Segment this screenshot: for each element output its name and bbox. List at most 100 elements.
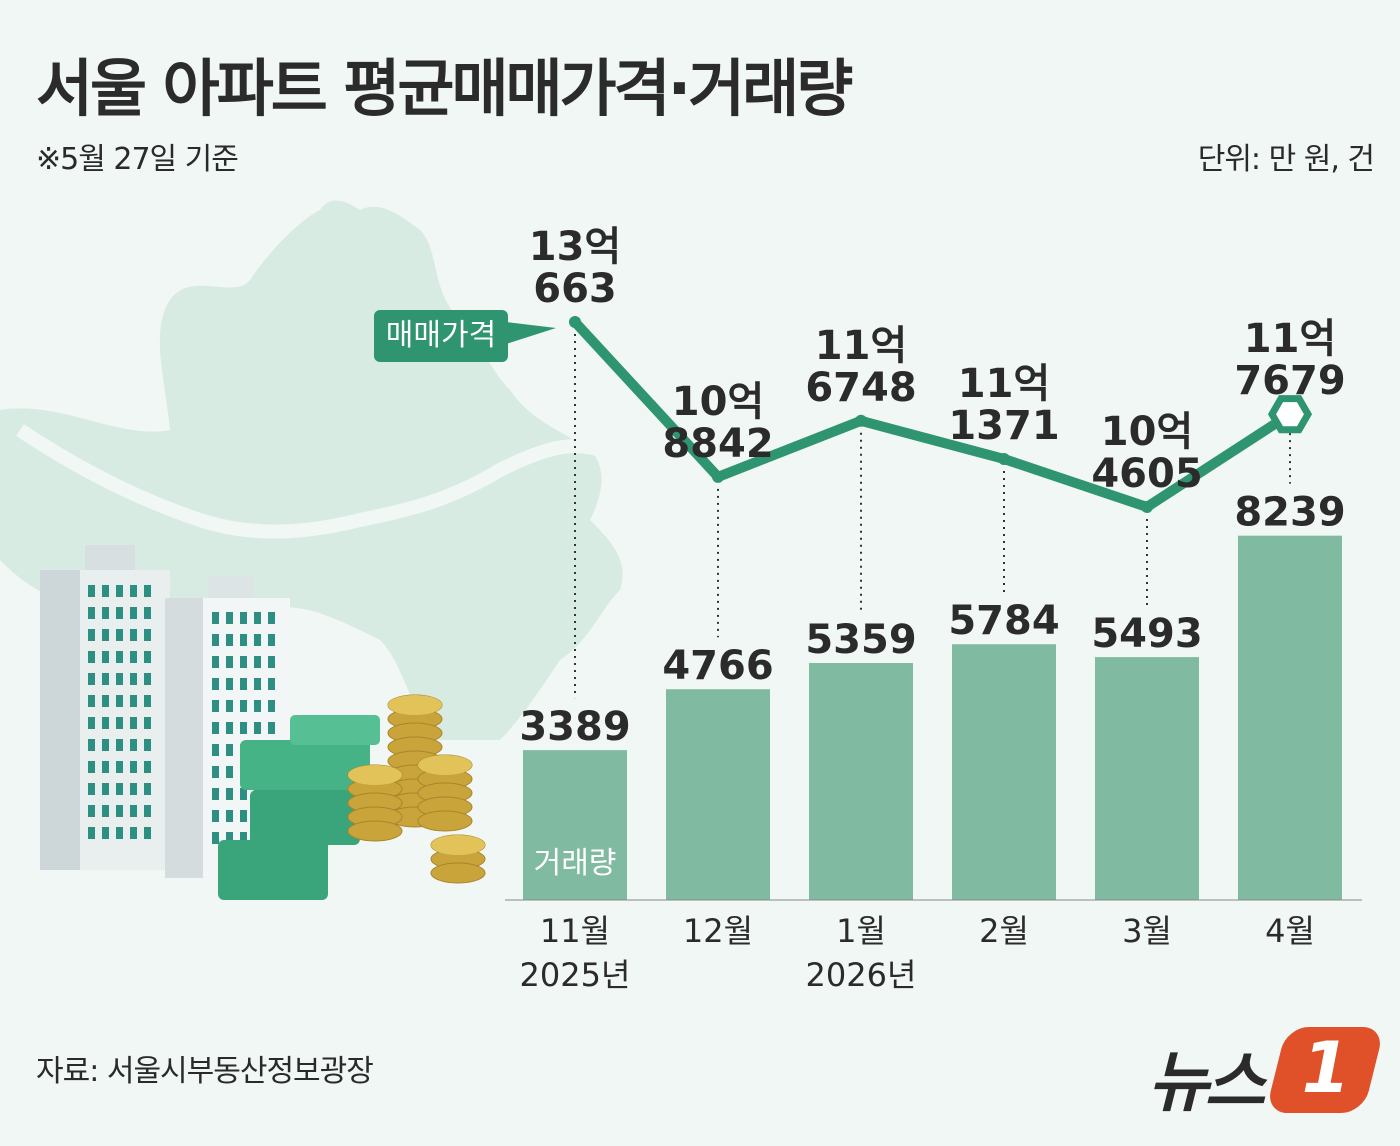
building-window bbox=[88, 761, 95, 773]
building-window bbox=[240, 832, 247, 844]
building-window bbox=[240, 700, 247, 712]
price-point bbox=[712, 470, 724, 483]
building-window bbox=[144, 607, 151, 619]
building-window bbox=[226, 634, 233, 646]
price-label-bottom: 4605 bbox=[1091, 451, 1202, 497]
building-window bbox=[212, 832, 219, 844]
building-window bbox=[102, 651, 109, 663]
x-year-label: 2025년 bbox=[520, 956, 631, 994]
building-window bbox=[130, 783, 137, 795]
building-window bbox=[88, 739, 95, 751]
building-window bbox=[144, 805, 151, 817]
source-note: 자료: 서울시부동산정보광장 bbox=[36, 1054, 374, 1089]
x-tick-label: 12월 bbox=[683, 912, 753, 950]
building-window bbox=[226, 744, 233, 756]
building-window bbox=[130, 607, 137, 619]
building-window bbox=[226, 722, 233, 734]
price-label-bottom: 1371 bbox=[948, 403, 1059, 449]
coin bbox=[430, 862, 486, 884]
price-label-top: 11억 bbox=[958, 361, 1050, 407]
date-note: ※5월 27일 기준 bbox=[36, 142, 239, 177]
building-window bbox=[130, 673, 137, 685]
building-window bbox=[102, 805, 109, 817]
volume-value-label: 4766 bbox=[662, 643, 773, 689]
building-window bbox=[88, 629, 95, 641]
building-window bbox=[144, 761, 151, 773]
volume-value-label: 8239 bbox=[1234, 490, 1345, 536]
building-window bbox=[130, 739, 137, 751]
building-window bbox=[116, 629, 123, 641]
building-window bbox=[116, 805, 123, 817]
price-point bbox=[998, 452, 1010, 465]
building-window bbox=[226, 612, 233, 624]
building-window bbox=[88, 695, 95, 707]
coin-top bbox=[388, 695, 442, 715]
volume-bar bbox=[1095, 657, 1199, 900]
building-window bbox=[144, 629, 151, 641]
building-window bbox=[212, 678, 219, 690]
building-window bbox=[116, 717, 123, 729]
building-window bbox=[144, 827, 151, 839]
building-window bbox=[240, 634, 247, 646]
building-window bbox=[254, 612, 261, 624]
price-point bbox=[569, 316, 581, 328]
building-window bbox=[130, 717, 137, 729]
coin bbox=[417, 810, 473, 832]
building-window bbox=[254, 656, 261, 668]
building-window bbox=[226, 832, 233, 844]
building-window bbox=[144, 717, 151, 729]
building-window bbox=[240, 788, 247, 800]
volume-value-label: 5359 bbox=[805, 617, 916, 663]
coin-top bbox=[348, 765, 402, 785]
building-window bbox=[88, 783, 95, 795]
building-window bbox=[102, 717, 109, 729]
volume-series-label: 거래량 bbox=[534, 846, 617, 881]
building-window bbox=[144, 695, 151, 707]
price-point bbox=[1141, 501, 1153, 513]
building-window bbox=[144, 783, 151, 795]
building-window bbox=[212, 744, 219, 756]
page-title: 서울 아파트 평균매매가격·거래량 bbox=[36, 52, 853, 125]
unit-note: 단위: 만 원, 건 bbox=[1197, 142, 1375, 177]
building-window bbox=[268, 700, 275, 712]
price-label-bottom: 8842 bbox=[662, 421, 773, 467]
volume-value-label: 5493 bbox=[1091, 611, 1202, 657]
building-window bbox=[130, 761, 137, 773]
price-series-callout: 매매가격 bbox=[374, 310, 556, 362]
building-window bbox=[144, 651, 151, 663]
price-point bbox=[855, 414, 867, 427]
volume-bar bbox=[952, 644, 1056, 900]
logo-number: 1 bbox=[1301, 1027, 1351, 1109]
building-window bbox=[268, 634, 275, 646]
price-label-bottom: 7679 bbox=[1234, 358, 1345, 404]
building-window bbox=[88, 651, 95, 663]
building-window bbox=[116, 761, 123, 773]
building-window bbox=[268, 722, 275, 734]
building-window bbox=[212, 788, 219, 800]
volume-value-label: 5784 bbox=[948, 598, 1059, 644]
news1-logo: 뉴스 1 bbox=[1148, 1025, 1385, 1121]
x-tick-label: 1월 bbox=[836, 912, 886, 950]
building-window bbox=[226, 810, 233, 822]
building-window bbox=[116, 673, 123, 685]
money-coins-illustration bbox=[218, 694, 486, 900]
building-window bbox=[88, 607, 95, 619]
price-label-top: 11억 bbox=[1244, 316, 1336, 362]
building-window bbox=[88, 673, 95, 685]
building-window bbox=[226, 656, 233, 668]
building-window bbox=[226, 766, 233, 778]
building-window bbox=[88, 717, 95, 729]
price-line bbox=[570, 317, 1295, 512]
building-window bbox=[102, 607, 109, 619]
building-window bbox=[130, 695, 137, 707]
price-label-bottom: 663 bbox=[533, 266, 617, 312]
x-tick-label: 3월 bbox=[1122, 912, 1172, 950]
building-window bbox=[116, 607, 123, 619]
building-window bbox=[116, 695, 123, 707]
han-river-illustration bbox=[16, 424, 603, 539]
x-tick-label: 4월 bbox=[1265, 912, 1315, 950]
building-window bbox=[102, 585, 109, 597]
x-tick-label: 2월 bbox=[979, 912, 1029, 950]
building-window bbox=[88, 827, 95, 839]
